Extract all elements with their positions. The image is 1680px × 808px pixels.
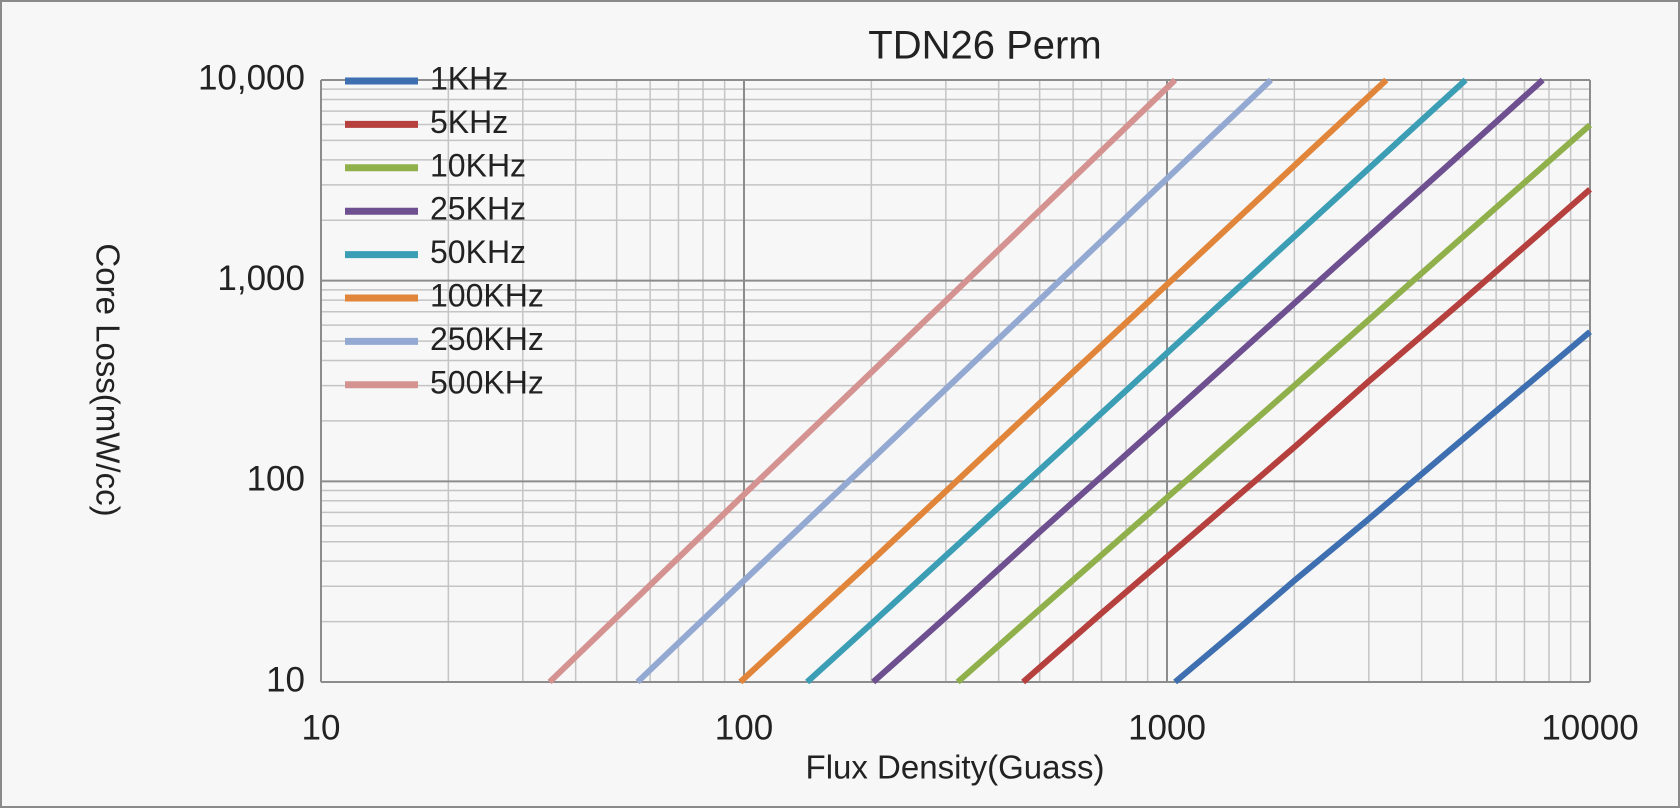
y-tick-label: 10,000 (198, 58, 305, 97)
series-line (547, 77, 1178, 685)
y-tick-label: 10 (266, 660, 305, 699)
series-line (805, 77, 1468, 685)
legend-label: 100KHz (430, 277, 544, 313)
chart-title: TDN26 Perm (868, 24, 1101, 68)
x-tick-label: 1000 (1128, 708, 1206, 747)
y-tick-label: 1,000 (217, 259, 305, 298)
x-tick-label: 10 (302, 708, 341, 747)
series-line (1173, 329, 1592, 685)
series-line (635, 77, 1273, 685)
legend-label: 250KHz (430, 321, 544, 357)
series-line (738, 77, 1389, 685)
x-tick-label: 10000 (1541, 708, 1638, 747)
y-tick-label: 100 (247, 460, 305, 499)
series-line (871, 77, 1545, 685)
x-axis-label: Flux Density(Guass) (806, 749, 1105, 786)
x-tick-label: 100 (715, 708, 773, 747)
legend-label: 500KHz (430, 364, 544, 400)
legend-label: 5KHz (430, 104, 508, 140)
series-line (1021, 187, 1592, 685)
series-line (955, 122, 1592, 685)
legend-label: 50KHz (430, 234, 526, 270)
y-axis-label: Core Loss(mW/cc) (89, 243, 126, 516)
legend-label: 10KHz (430, 147, 526, 183)
legend-label: 25KHz (430, 191, 526, 227)
legend-label: 1KHz (430, 60, 508, 96)
